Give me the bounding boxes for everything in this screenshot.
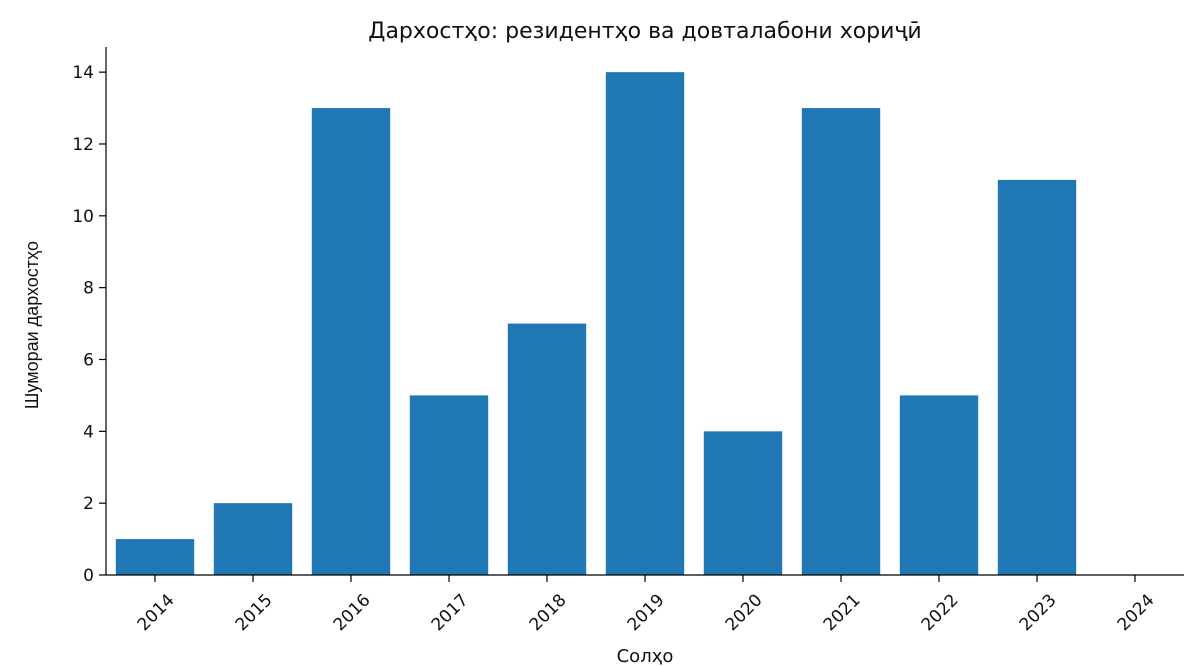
bar-2020 xyxy=(703,431,783,575)
bars-group xyxy=(115,72,1077,575)
y-tick-label: 12 xyxy=(72,135,94,155)
y-tick-label: 10 xyxy=(72,207,94,227)
x-tick-label: 2017 xyxy=(428,590,473,635)
bar-2021 xyxy=(801,108,881,575)
bar-2023 xyxy=(997,179,1077,575)
y-tick-label: 8 xyxy=(83,279,94,299)
x-tick-label: 2020 xyxy=(722,590,767,635)
x-tick-label: 2015 xyxy=(232,590,277,635)
y-tick-label: 0 xyxy=(83,566,94,586)
bar-2016 xyxy=(311,108,391,575)
chart-title: Дархостҳо: резидентҳо ва довталабони хор… xyxy=(368,19,921,44)
x-axis-label: Солҳо xyxy=(617,646,674,666)
x-tick-label: 2021 xyxy=(820,590,865,635)
bar-2019 xyxy=(605,72,685,575)
bar-2015 xyxy=(213,503,293,575)
bar-2014 xyxy=(115,539,195,575)
x-axis: 2014 2015 2016 2017 2018 2019 2020 2021 2022 2023… xyxy=(106,574,1184,635)
x-tick-label: 2023 xyxy=(1016,590,1061,635)
bar-2022 xyxy=(899,395,979,575)
y-tick-label: 6 xyxy=(83,350,94,370)
y-axis: 0 2 4 6 8 10 12 14 xyxy=(72,47,107,586)
x-tick-label: 2022 xyxy=(918,590,963,635)
bar-2017 xyxy=(409,395,489,575)
y-tick-label: 4 xyxy=(83,422,94,442)
x-tick-label: 2016 xyxy=(330,590,375,635)
x-tick-label: 2014 xyxy=(134,590,179,635)
y-tick-label: 2 xyxy=(83,494,94,514)
x-tick-label: 2024 xyxy=(1114,590,1159,635)
x-tick-label: 2019 xyxy=(624,590,669,635)
x-tick-label: 2018 xyxy=(526,590,571,635)
bar-2018 xyxy=(507,323,587,575)
y-tick-label: 14 xyxy=(72,63,94,83)
y-axis-label: Шумораи дархостҳо xyxy=(22,241,42,409)
